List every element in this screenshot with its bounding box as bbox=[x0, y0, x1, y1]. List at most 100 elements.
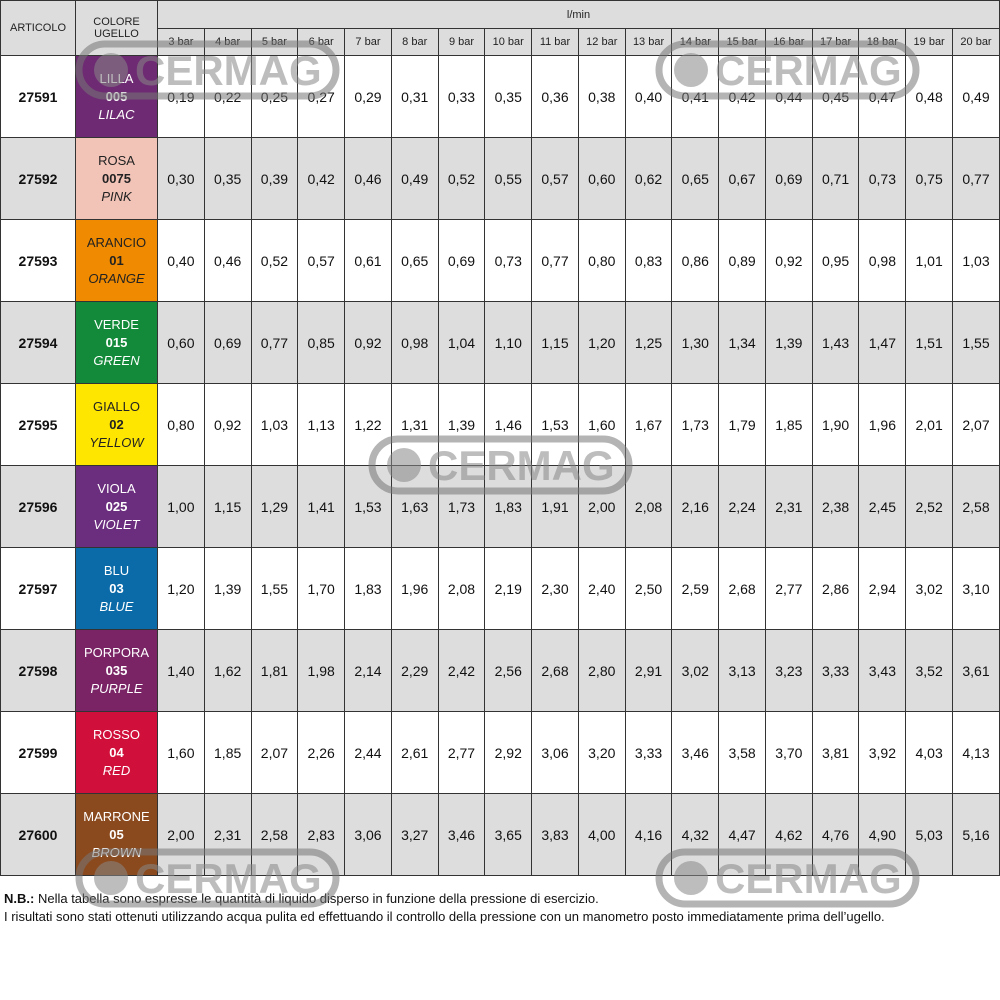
flow-value: 5,03 bbox=[905, 793, 954, 876]
flow-value: 2,80 bbox=[577, 629, 626, 712]
flow-value: 1,30 bbox=[671, 301, 720, 384]
flow-value: 3,20 bbox=[577, 711, 626, 794]
flow-value: 3,06 bbox=[531, 711, 579, 794]
color-name-en: PINK bbox=[101, 188, 132, 204]
nb-label: N.B.: bbox=[4, 891, 35, 906]
flow-value: 0,30 bbox=[157, 137, 205, 220]
color-name-it: ROSA bbox=[98, 152, 135, 168]
flow-value: 0,71 bbox=[811, 137, 860, 220]
article-number: 27597 bbox=[0, 547, 76, 630]
color-name-it: VERDE bbox=[94, 316, 139, 332]
flow-value: 0,55 bbox=[484, 137, 533, 220]
nozzle-code: 02 bbox=[109, 416, 124, 432]
flow-value: 1,34 bbox=[718, 301, 766, 384]
flow-value: 2,44 bbox=[344, 711, 392, 794]
flow-value: 1,53 bbox=[344, 465, 392, 548]
flow-value: 2,08 bbox=[437, 547, 486, 630]
flow-value: 1,40 bbox=[157, 629, 205, 712]
flow-value: 0,41 bbox=[671, 55, 720, 138]
flow-value: 0,48 bbox=[905, 55, 954, 138]
nozzle-color-swatch: ARANCIO 01 ORANGE bbox=[75, 219, 158, 302]
flow-value: 2,07 bbox=[952, 383, 1000, 466]
flow-value: 3,02 bbox=[671, 629, 720, 712]
flow-value: 1,55 bbox=[952, 301, 1000, 384]
flow-value: 0,44 bbox=[764, 55, 813, 138]
flow-value: 0,33 bbox=[437, 55, 486, 138]
article-number: 27593 bbox=[0, 219, 76, 302]
nozzle-code: 05 bbox=[109, 826, 124, 842]
flow-value: 0,49 bbox=[952, 55, 1000, 138]
nozzle-color-swatch: VIOLA 025 VIOLET bbox=[75, 465, 158, 548]
nozzle-color-swatch: MARRONE 05 BROWN bbox=[75, 793, 158, 876]
header-unit: l/min bbox=[157, 0, 1000, 29]
header-pressure: 19 bar bbox=[905, 28, 954, 56]
flow-value: 1,03 bbox=[250, 383, 299, 466]
flow-value: 0,98 bbox=[858, 219, 907, 302]
color-name-en: PURPLE bbox=[90, 680, 143, 696]
flow-value: 0,25 bbox=[250, 55, 299, 138]
flow-value: 1,83 bbox=[344, 547, 392, 630]
article-number: 27592 bbox=[0, 137, 76, 220]
table-row: 27597 BLU 03 BLUE 1,20 1,39 1,55 1,70 1,83 1,96 2,… bbox=[0, 547, 1000, 630]
flow-value: 0,35 bbox=[203, 137, 252, 220]
color-name-en: LILAC bbox=[98, 106, 135, 122]
header-pressure: 16 bar bbox=[764, 28, 813, 56]
flow-value: 0,98 bbox=[390, 301, 439, 384]
flow-value: 0,39 bbox=[250, 137, 299, 220]
flow-value: 0,19 bbox=[157, 55, 205, 138]
flow-value: 0,52 bbox=[437, 137, 486, 220]
flow-value: 1,04 bbox=[437, 301, 486, 384]
flow-value: 0,75 bbox=[905, 137, 954, 220]
flow-value: 2,77 bbox=[437, 711, 486, 794]
flow-value: 0,62 bbox=[624, 137, 673, 220]
flow-value: 1,51 bbox=[905, 301, 954, 384]
nozzle-code: 005 bbox=[105, 88, 128, 104]
flow-value: 2,58 bbox=[250, 793, 299, 876]
header-pressure: 14 bar bbox=[671, 28, 720, 56]
flow-value: 0,38 bbox=[577, 55, 626, 138]
flow-value: 4,47 bbox=[718, 793, 766, 876]
flow-value: 1,10 bbox=[484, 301, 533, 384]
flow-value: 2,00 bbox=[577, 465, 626, 548]
flow-value: 2,77 bbox=[764, 547, 813, 630]
header-pressure: 13 bar bbox=[624, 28, 673, 56]
flow-value: 2,40 bbox=[577, 547, 626, 630]
flow-value: 3,13 bbox=[718, 629, 766, 712]
flow-value: 1,20 bbox=[577, 301, 626, 384]
flow-value: 1,22 bbox=[344, 383, 392, 466]
nozzle-color-swatch: LILLA 005 LILAC bbox=[75, 55, 158, 138]
flow-value: 0,29 bbox=[344, 55, 392, 138]
flow-value: 0,69 bbox=[437, 219, 486, 302]
header-pressure: 5 bar bbox=[250, 28, 299, 56]
nozzle-code: 01 bbox=[109, 252, 124, 268]
table-row: 27596 VIOLA 025 VIOLET 1,00 1,15 1,29 1,41 1,53 1… bbox=[0, 465, 1000, 548]
flow-value: 2,00 bbox=[157, 793, 205, 876]
flow-value: 3,65 bbox=[484, 793, 533, 876]
flow-value: 1,15 bbox=[203, 465, 252, 548]
flow-value: 3,83 bbox=[531, 793, 579, 876]
color-name-en: BLUE bbox=[99, 598, 134, 614]
color-name-it: LILLA bbox=[99, 70, 134, 86]
flow-value: 3,81 bbox=[811, 711, 860, 794]
article-number: 27598 bbox=[0, 629, 76, 712]
flow-value: 0,85 bbox=[297, 301, 346, 384]
flow-value: 2,91 bbox=[624, 629, 673, 712]
nozzle-color-swatch: BLU 03 BLUE bbox=[75, 547, 158, 630]
color-name-it: ROSSO bbox=[93, 726, 140, 742]
flow-value: 3,33 bbox=[811, 629, 860, 712]
flow-value: 2,42 bbox=[437, 629, 486, 712]
header-colore: COLORE UGELLO bbox=[75, 0, 158, 56]
flow-value: 3,02 bbox=[905, 547, 954, 630]
flow-value: 0,22 bbox=[203, 55, 252, 138]
flow-value: 3,06 bbox=[344, 793, 392, 876]
flow-value: 3,27 bbox=[390, 793, 439, 876]
notes: N.B.: Nella tabella sono espresse le qua… bbox=[4, 890, 885, 926]
flow-value: 1,67 bbox=[624, 383, 673, 466]
flow-value: 0,83 bbox=[624, 219, 673, 302]
header-pressure: 9 bar bbox=[437, 28, 486, 56]
flow-value: 4,00 bbox=[577, 793, 626, 876]
header-pressure: 6 bar bbox=[297, 28, 346, 56]
flow-value: 2,83 bbox=[297, 793, 346, 876]
flow-value: 2,08 bbox=[624, 465, 673, 548]
flow-value: 2,52 bbox=[905, 465, 954, 548]
